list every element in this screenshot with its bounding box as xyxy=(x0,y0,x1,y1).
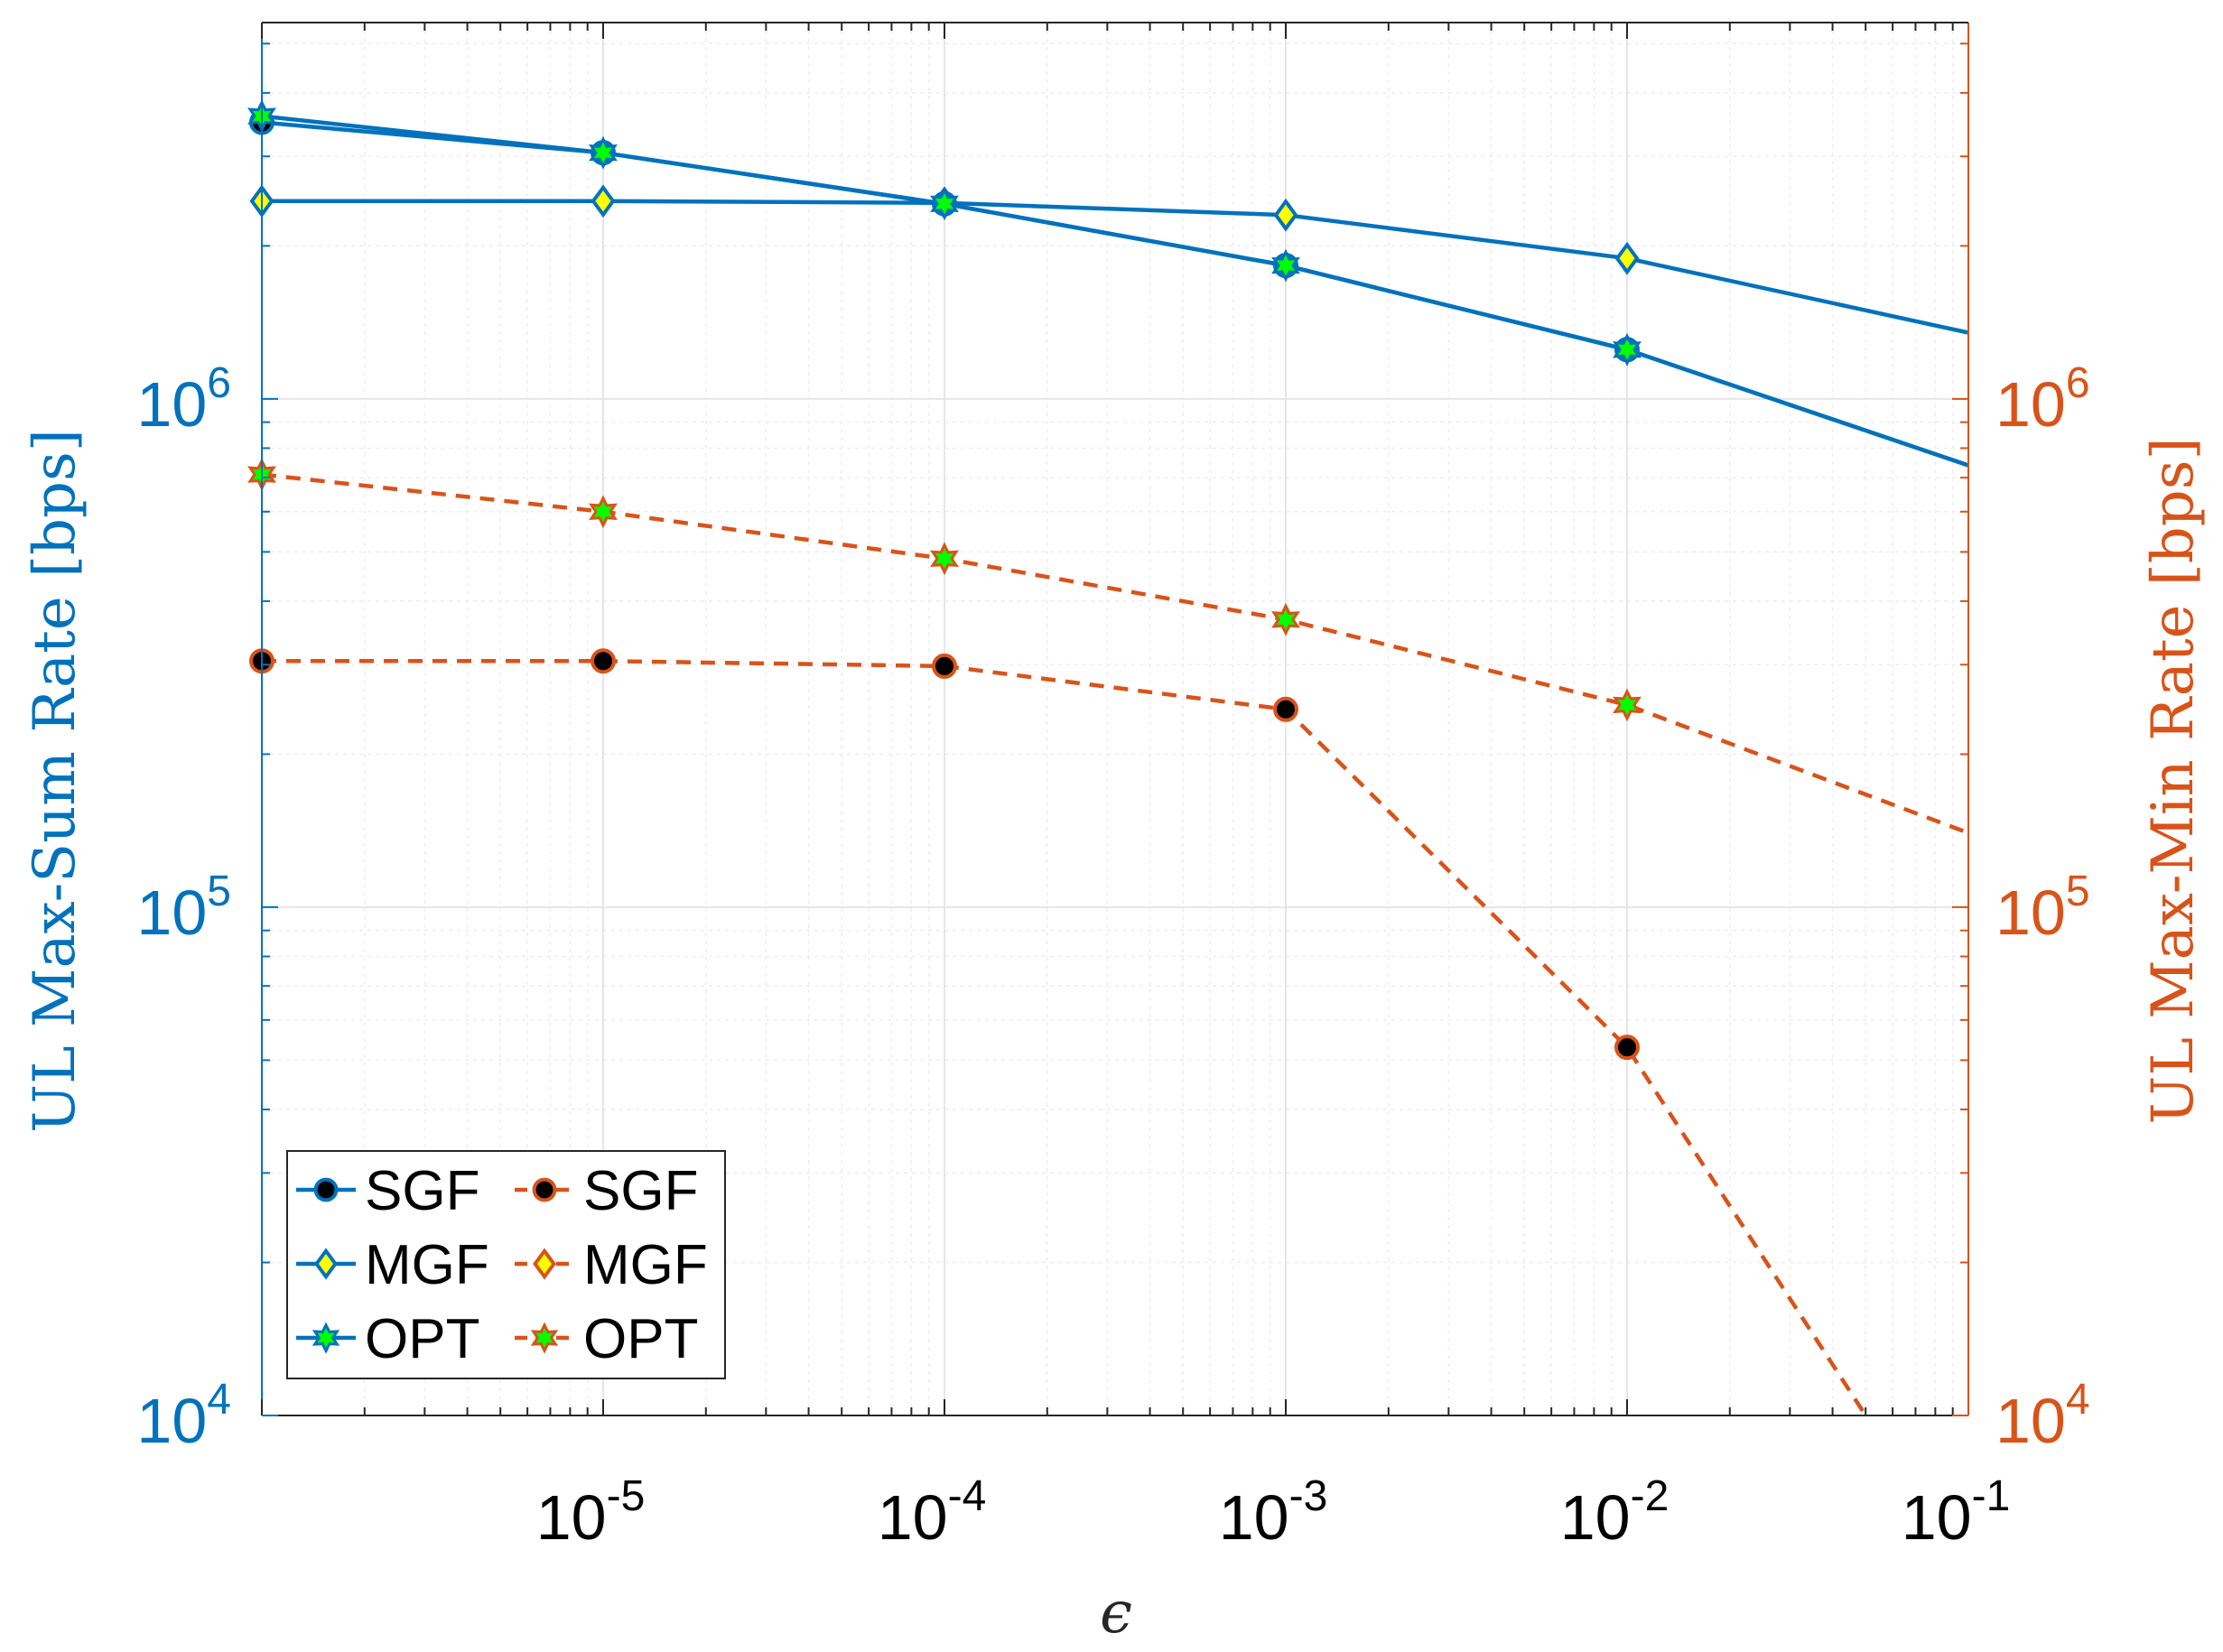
data-point-opt xyxy=(930,542,959,576)
x-tick-label: 10-5 xyxy=(536,1472,646,1553)
minor-grid xyxy=(262,23,1968,1415)
legend-label: SGF xyxy=(583,1160,698,1222)
x-tick-label: 10-4 xyxy=(878,1472,987,1553)
data-point-sgf xyxy=(1614,1035,1640,1061)
legend: SGF SGF MGF MGF OPT OPT xyxy=(286,1150,726,1379)
right-y-tick-label: 104 xyxy=(1995,1376,2090,1456)
legend-box xyxy=(286,1150,726,1379)
axes-layer xyxy=(261,22,1969,1416)
legend-label: MGF xyxy=(583,1234,708,1296)
legend-entry-left-sgf: SGF xyxy=(296,1160,479,1222)
data-point-opt xyxy=(1613,688,1642,722)
data-point-sgf xyxy=(1273,696,1298,722)
data-point-mgf xyxy=(1614,241,1640,275)
series-right-sgf xyxy=(249,648,1868,1417)
legend-label: OPT xyxy=(365,1308,479,1370)
series-line-right-sgf xyxy=(262,658,1868,1417)
tick-labels: 10-5 10-4 10-3 10-2 10-1 104 105 106 104 105 106 xyxy=(136,359,2089,1553)
legend-marker xyxy=(312,1322,340,1354)
data-point-opt xyxy=(589,495,618,529)
left-y-tick-label: 104 xyxy=(136,1376,231,1456)
legend-entry-right-opt: OPT xyxy=(515,1308,698,1370)
data-point-mgf xyxy=(591,184,616,218)
x-axis-title: ϵ xyxy=(1100,1580,1132,1647)
series-line-left-sgf xyxy=(261,120,1969,468)
right-y-axis-title: UL Max-Min Rate [bps] xyxy=(2140,437,2207,1124)
legend-marker xyxy=(533,1248,556,1280)
series-line-left-mgf xyxy=(262,199,1969,335)
right-y-tick-label: 105 xyxy=(1995,868,2090,948)
legend-entry-left-opt: OPT xyxy=(296,1308,479,1370)
data-point-opt xyxy=(1613,332,1642,367)
legend-marker xyxy=(532,1177,557,1202)
data-point-opt xyxy=(1271,248,1300,283)
data-point-sgf xyxy=(932,653,957,679)
legend-label: SGF xyxy=(365,1160,479,1222)
series-right-opt xyxy=(247,458,1969,835)
data-point-opt xyxy=(1271,602,1300,636)
data-point-sgf xyxy=(591,648,616,674)
x-tick-label: 10-3 xyxy=(1219,1472,1328,1553)
series-line-right-opt xyxy=(261,472,1969,835)
legend-entry-right-mgf: MGF xyxy=(515,1234,708,1296)
legend-marker xyxy=(530,1322,559,1354)
legend-entry-left-mgf: MGF xyxy=(296,1234,489,1296)
left-y-tick-label: 106 xyxy=(136,359,231,440)
series-line-left-opt xyxy=(261,114,1969,468)
x-tick-label: 10-1 xyxy=(1902,1472,2011,1553)
left-y-tick-label: 105 xyxy=(136,868,231,948)
left-y-axis-title: UL Max-Sum Rate [bps] xyxy=(22,429,88,1133)
x-tick-label: 10-2 xyxy=(1560,1472,1670,1553)
legend-entry-right-sgf: SGF xyxy=(515,1160,698,1222)
data-point-opt xyxy=(589,135,618,170)
data-point-opt xyxy=(930,187,959,221)
series-layer xyxy=(247,99,1969,1417)
right-y-tick-label: 106 xyxy=(1995,359,2090,440)
data-point-mgf xyxy=(1273,198,1298,232)
series-left-sgf xyxy=(249,109,1969,468)
legend-label: MGF xyxy=(365,1234,489,1296)
legend-label: OPT xyxy=(583,1308,698,1370)
series-left-mgf xyxy=(249,184,1969,335)
legend-marker xyxy=(314,1248,338,1280)
legend-marker xyxy=(313,1177,339,1202)
